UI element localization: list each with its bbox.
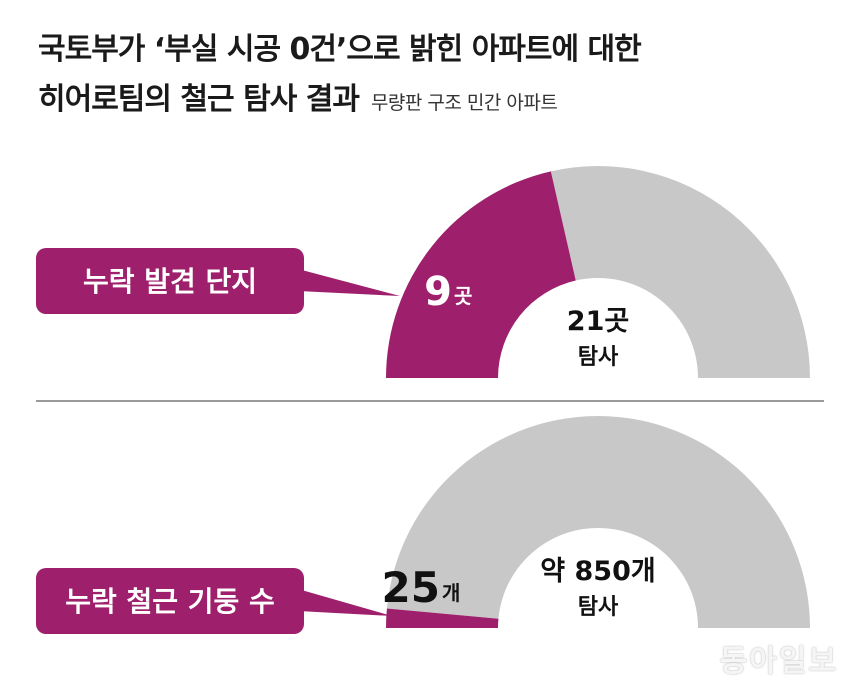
divider xyxy=(36,400,824,402)
chart-1-callout-pointer xyxy=(298,269,400,296)
chart-2-total-caption: 탐사 xyxy=(578,595,619,620)
watermark-logo: 동아일보 xyxy=(719,644,838,679)
chart-1-callout-box xyxy=(36,248,304,314)
chart-2-callout-pointer xyxy=(298,589,392,616)
chart-2-rest-slice xyxy=(386,415,810,628)
chart-1-total-caption: 탐사 xyxy=(578,345,619,370)
title-line-2: 히어로팀의 철근 탐사 결과 무량판 구조 민간 아파트 xyxy=(38,74,558,118)
chart-1-highlight-unit: 곳 xyxy=(454,284,472,308)
chart-2-highlight-number: 25 xyxy=(382,563,440,612)
chart-1-highlight-number: 9 xyxy=(424,269,452,315)
chart-2-callout-label: 누락 철근 기둥 수 xyxy=(65,585,275,618)
chart-2-highlight-unit: 개 xyxy=(442,581,460,605)
title-line-1: 국토부가 ‘부실 시공 0건’으로 밝힌 아파트에 대한 xyxy=(38,32,642,67)
chart-1-total-number: 21곳 xyxy=(567,306,629,337)
chart-1-highlight-slice xyxy=(386,171,576,378)
chart-1-callout-label: 누락 발견 단지 xyxy=(83,265,257,298)
chart-1-rest-slice xyxy=(550,165,810,378)
chart-2-total-number: 약 850개 xyxy=(540,556,655,587)
subtitle: 무량판 구조 민간 아파트 xyxy=(370,92,558,114)
chart-2-callout-box xyxy=(36,568,304,634)
title-line-2-text: 히어로팀의 철근 탐사 결과 xyxy=(38,82,360,117)
chart-2-highlight-slice xyxy=(386,608,499,628)
